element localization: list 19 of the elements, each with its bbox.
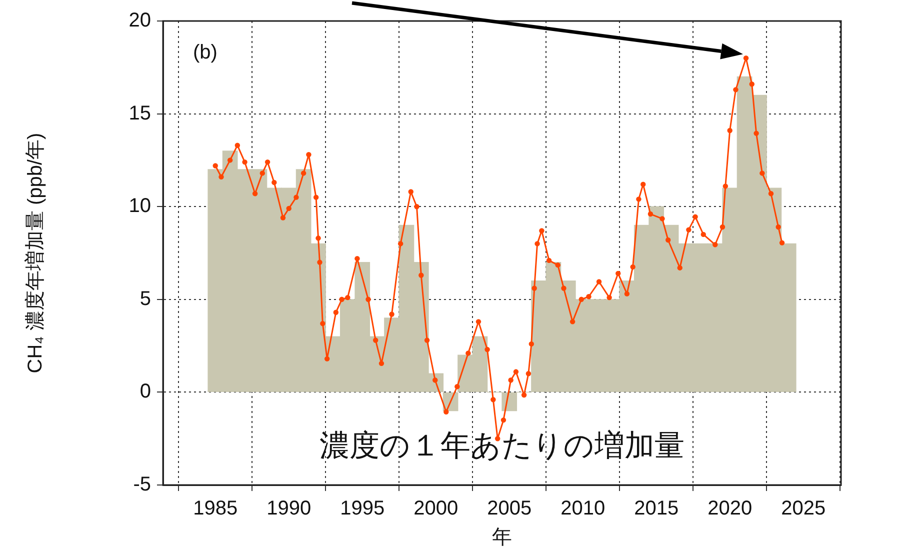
y-tick-label: 15 [128, 102, 151, 124]
y-tick-label: 20 [128, 10, 151, 32]
x-axis-title: 年 [492, 526, 512, 549]
y-tick-label: -5 [133, 474, 151, 496]
y-axis-title: CH₄ 濃度年増加量 (ppb/年) [24, 132, 47, 374]
x-tick-label: 1995 [340, 498, 385, 520]
x-tick-label: 2005 [487, 498, 532, 520]
x-tick-label: 1990 [266, 498, 312, 520]
x-tick-label: 1985 [193, 498, 238, 520]
x-tick-label: 2025 [781, 498, 826, 520]
y-tick-label: 5 [140, 288, 151, 310]
y-tick-label: 0 [140, 380, 151, 403]
x-tick-label: 2015 [634, 498, 679, 520]
y-tick-label: 10 [128, 195, 151, 218]
annotation: (b) [193, 42, 218, 64]
x-tick-label: 2010 [560, 498, 606, 520]
annotation: 濃度の１年あたりの増加量 [320, 429, 684, 462]
x-tick-label: 2020 [708, 498, 752, 520]
x-tick-label: 2000 [414, 498, 458, 520]
